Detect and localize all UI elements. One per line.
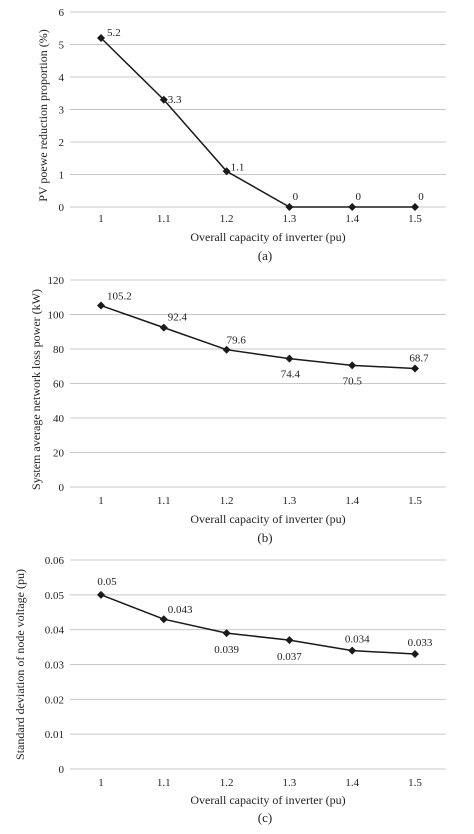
data-label: 68.7 [409,352,429,364]
data-point-marker [411,203,419,211]
y-tick-label: 40 [53,413,65,425]
data-label: 92.4 [168,312,188,324]
data-label: 1.1 [231,161,245,173]
y-tick-label: 0.01 [45,729,64,741]
y-tick-label: 5 [59,40,65,52]
data-label: 0 [418,191,424,203]
y-tick-label: 0.04 [45,625,65,637]
x-tick-label: 1.3 [283,495,297,507]
data-label: 0.033 [408,637,433,649]
x-tick-label: 1 [98,213,104,225]
panel-caption: (a) [258,248,272,263]
x-tick-label: 1.4 [345,495,359,507]
x-tick-label: 1.1 [157,777,171,789]
x-tick-label: 1.2 [220,213,234,225]
data-label: 70.5 [343,375,363,387]
y-tick-label: 0.06 [45,555,65,567]
data-label: 105.2 [107,291,132,303]
chart-panel-b: 0 20 40 60 80 100 120 1 1.1 1.2 1.3 1.4 1.5 105.2 92.4… [29,275,446,545]
y-tick-label: 120 [48,275,65,287]
data-label: 0.037 [277,651,302,663]
data-point-marker [222,167,231,176]
x-tick-label: 1.1 [157,213,171,225]
x-tick-label: 1.4 [345,213,359,225]
panel-caption: (c) [258,810,272,825]
data-label: 0 [293,191,299,203]
y-tick-label: 0 [59,482,65,494]
x-tick-label: 1.4 [345,777,359,789]
data-point-marker [97,590,105,599]
series-line [100,594,416,655]
data-point-marker [222,629,231,638]
data-label: 0.034 [345,634,370,646]
x-tick-label: 1.5 [408,495,422,507]
panel-caption: (b) [257,530,272,545]
y-axis-title: System average network loss power (kW) [29,289,43,490]
chart-panel-c: 0 0.01 0.02 0.03 0.04 0.05 0.06 1 1.1 1.2 1.3 1.4 1.… [13,555,446,825]
data-point-marker [159,615,168,624]
y-tick-label: 80 [53,344,65,356]
x-axis-title: Overall capacity of inverter (pu) [190,230,345,244]
x-tick-label: 1 [98,495,104,507]
y-axis-title: Standard deviation of node voltage (pu) [13,569,27,760]
data-label: 0.043 [168,604,193,616]
x-tick-label: 1.2 [220,777,234,789]
y-tick-label: 4 [59,72,65,84]
x-tick-label: 1 [98,777,104,789]
x-axis-title: Overall capacity of inverter (pu) [190,512,345,526]
data-point-marker [348,646,357,655]
y-tick-label: 100 [48,310,65,322]
y-tick-label: 20 [53,448,65,460]
data-label: 0 [355,191,361,203]
y-tick-label: 0.03 [45,660,65,672]
x-tick-label: 1.1 [157,495,171,507]
y-tick-label: 3 [59,105,65,117]
data-point-marker [159,323,168,332]
y-tick-label: 2 [59,137,65,149]
data-point-marker [97,34,105,42]
series-line [100,37,415,208]
data-point-marker [285,203,294,211]
data-point-marker [222,345,231,354]
data-point-marker [285,354,294,363]
x-axis-title: Overall capacity of inverter (pu) [190,793,345,807]
y-tick-label: 1 [59,170,65,182]
y-tick-label: 0 [59,202,65,214]
x-tick-label: 1.3 [283,213,297,225]
data-point-marker [159,95,168,104]
x-tick-label: 1.5 [408,777,422,789]
y-tick-label: 60 [53,379,65,391]
data-point-marker [97,301,105,310]
data-label: 0.039 [214,644,239,656]
y-axis-title: PV poewe reduction proportion (%) [36,29,50,201]
data-point-marker [348,203,357,211]
data-label: 0.05 [97,576,117,588]
x-tick-label: 1.2 [220,495,234,507]
chart-panel-a: 0 1 2 3 4 5 6 1 1.1 1.2 1.3 1.4 1.5 5.2 3.3 1.1 0 0 0 Overa… [36,7,446,263]
data-point-marker [411,364,419,373]
data-label: 79.6 [227,335,247,347]
y-tick-label: 0.05 [45,590,65,602]
data-point-marker [348,361,357,370]
x-tick-label: 1.5 [408,213,422,225]
series-line [100,304,416,370]
y-tick-label: 0.02 [45,694,64,706]
data-point-marker [411,650,419,659]
y-tick-label: 0 [59,764,65,776]
data-point-marker [285,636,294,645]
data-label: 3.3 [168,94,182,106]
data-label: 5.2 [107,27,121,39]
data-label: 74.4 [281,369,301,381]
y-tick-label: 6 [59,7,65,19]
x-tick-label: 1.3 [283,777,297,789]
